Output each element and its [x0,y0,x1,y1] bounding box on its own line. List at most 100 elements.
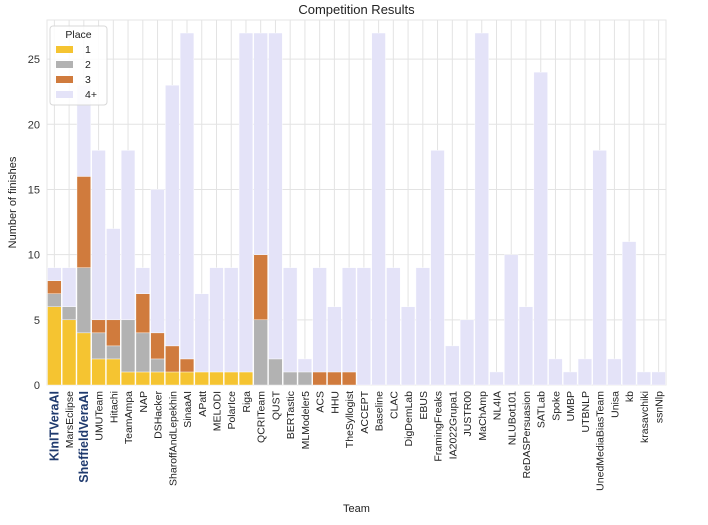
bar-segment [62,306,77,321]
x-tick-label: UMUTeam [94,391,106,441]
x-tick-label: NL4IA [492,391,504,420]
x-axis-label: Team [343,503,370,515]
bar-segment [91,319,106,334]
bar-segment [106,319,121,347]
bar-segment [150,332,165,360]
bar-segment [401,306,416,386]
x-tick-label: Unisa [609,391,621,418]
bar-segment [120,319,136,373]
bar-segment [445,345,460,386]
bar-segment [504,254,519,386]
bar-segment [47,293,62,307]
x-tick-label: ACS [315,391,327,413]
bar-segment [253,32,268,255]
bar-segment [297,358,312,373]
x-tick-label: SharoffAndLepekhin [167,391,179,486]
bar-segment [518,306,534,386]
bar-segment [224,371,239,386]
x-tick-label: Hitachi [108,391,120,423]
plot-area [46,19,667,386]
x-tick-label: PolarIce [226,391,238,430]
bar-segment [150,371,165,386]
bar-segment [238,32,254,373]
x-tick-label: TeamAmpa [123,391,135,444]
bar-segment [268,358,283,386]
bar-segment [209,371,224,386]
bar-segment [91,358,106,386]
bar-segment [150,189,165,334]
x-tick-label: FramingFreaks [433,391,445,462]
x-tick-label: DigDemLab [403,391,415,447]
bar-segment [62,267,77,307]
bar-segment [312,267,327,373]
bar-segment [386,267,401,386]
x-tick-label: ACCEPT [359,390,371,433]
x-tick-label: IA2022Grupa1 [447,391,459,459]
legend-label: 1 [85,44,91,56]
bar-segment [342,371,357,386]
y-axis-label: Number of finishes [7,156,19,248]
legend-swatch [56,76,73,83]
x-tick-label: NAP [138,391,150,413]
x-tick-label: SATLab [536,391,548,428]
x-tick-label: JUSTR00 [462,391,474,437]
bar-segment [179,358,195,373]
x-tick-label: Baseline [374,391,386,431]
x-tick-label: HHU [329,391,341,414]
x-tick-label: BERTastic [285,391,297,439]
chart-title: Competition Results [298,2,415,17]
bar-segment [651,371,666,386]
bar-segment [253,319,268,386]
bar-segment [327,306,342,373]
x-tick-label: kb [624,391,636,402]
bar-segment [327,371,342,386]
bar-segment [194,293,209,373]
x-tick-label: MELODI [211,391,223,431]
bar-segment [430,150,445,386]
y-tick-label: 0 [34,380,40,392]
x-tick-label: ssnNlp [654,391,666,423]
bar-segment [297,371,312,386]
bar-segment [283,371,298,386]
bar-segment [120,371,136,386]
x-tick-label: NLUBot101 [506,391,518,445]
bar-segment [577,358,593,386]
bar-segment [179,32,195,360]
bar-segment [76,267,91,334]
bar-segment [342,267,357,373]
bar-segment [459,319,475,386]
x-tick-label: krasavchiki [639,391,651,443]
bar-segment [209,267,224,373]
bar-segment [91,150,106,321]
x-tick-label: UMBP [565,391,577,421]
legend-box [49,25,108,106]
legend-title: Place [65,29,91,41]
x-tick-label: APatt [197,391,209,417]
x-tick-label: Riga [241,391,253,413]
bar-segment [622,241,637,386]
x-tick-label: MLModeler5 [300,391,312,450]
bar-segment [283,267,298,373]
bar-segment [62,319,77,386]
bar-segment [474,32,489,386]
x-tick-label: MarsEclipse [64,391,76,448]
bar-segment [47,267,62,281]
bar-segment [76,176,91,268]
bar-segment [106,228,121,321]
x-tick-label: UnedMediaBiasTeam [595,391,607,491]
bar-segment [607,358,622,386]
y-tick-label: 10 [28,250,40,262]
bar-segment [106,358,121,386]
bar-segment [135,293,150,334]
bar-segment [194,371,209,386]
legend-label: 4+ [85,89,97,101]
bar-segment [371,32,386,386]
bar-segment [165,371,180,386]
x-tick-label: SinaaAI [182,391,194,428]
bar-segment [636,371,651,386]
bar-segment [106,345,121,360]
bar-segment [150,358,165,373]
legend-swatch [56,61,73,68]
bar-segment [563,371,578,386]
